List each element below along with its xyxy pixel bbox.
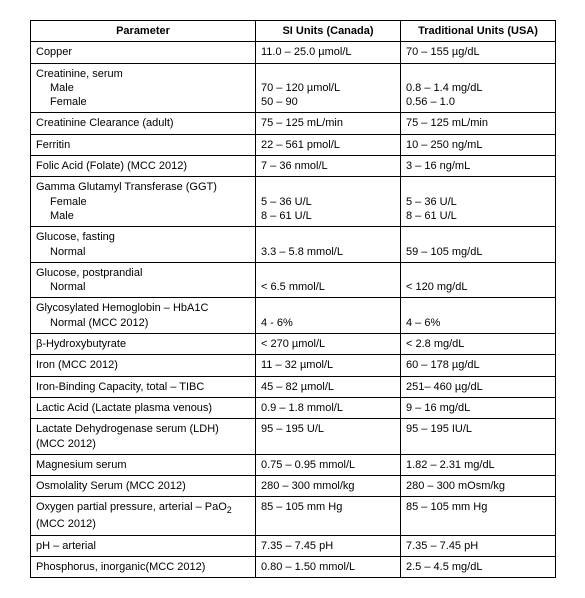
cell-si: 0.80 – 1.50 mmol/L (256, 556, 401, 577)
cell-parameter: Folic Acid (Folate) (MCC 2012) (31, 156, 256, 177)
cell-si: 70 – 120 µmol/L50 – 90 (256, 63, 401, 113)
cell-si: 3.3 – 5.8 mmol/L (256, 227, 401, 263)
cell-us: 85 – 105 mm Hg (401, 497, 556, 535)
cell-parameter: Glycosylated Hemoglobin – HbA1CNormal (M… (31, 298, 256, 334)
table-body: Copper11.0 – 25.0 µmol/L70 – 155 µg/dLCr… (31, 42, 556, 578)
table-row: Creatinine Clearance (adult)75 – 125 mL/… (31, 113, 556, 134)
cell-us: 1.82 – 2.31 mg/dL (401, 454, 556, 475)
cell-parameter: Glucose, fastingNormal (31, 227, 256, 263)
cell-us: 7.35 – 7.45 pH (401, 535, 556, 556)
table-row: Copper11.0 – 25.0 µmol/L70 – 155 µg/dL (31, 42, 556, 63)
cell-parameter: Magnesium serum (31, 454, 256, 475)
cell-us: 4 – 6% (401, 298, 556, 334)
table-row: Lactic Acid (Lactate plasma venous)0.9 –… (31, 397, 556, 418)
cell-us: 251– 460 µg/dL (401, 376, 556, 397)
cell-us: 10 – 250 ng/mL (401, 134, 556, 155)
cell-si: 7 – 36 nmol/L (256, 156, 401, 177)
cell-si: < 270 µmol/L (256, 334, 401, 355)
cell-us: 59 – 105 mg/dL (401, 227, 556, 263)
cell-si: 5 – 36 U/L8 – 61 U/L (256, 177, 401, 227)
cell-si: 11.0 – 25.0 µmol/L (256, 42, 401, 63)
table-row: Osmolality Serum (MCC 2012)280 – 300 mmo… (31, 476, 556, 497)
cell-parameter: Osmolality Serum (MCC 2012) (31, 476, 256, 497)
cell-parameter: Creatinine Clearance (adult) (31, 113, 256, 134)
cell-us: 75 – 125 mL/min (401, 113, 556, 134)
cell-parameter: Glucose, postprandialNormal (31, 262, 256, 298)
cell-us: < 2.8 mg/dL (401, 334, 556, 355)
cell-si: 7.35 – 7.45 pH (256, 535, 401, 556)
table-row: Folic Acid (Folate) (MCC 2012)7 – 36 nmo… (31, 156, 556, 177)
cell-parameter: Gamma Glutamyl Transferase (GGT)FemaleMa… (31, 177, 256, 227)
cell-us: 9 – 16 mg/dL (401, 397, 556, 418)
cell-us: 280 – 300 mOsm/kg (401, 476, 556, 497)
cell-us: 70 – 155 µg/dL (401, 42, 556, 63)
table-row: β-Hydroxybutyrate< 270 µmol/L< 2.8 mg/dL (31, 334, 556, 355)
cell-parameter: Iron-Binding Capacity, total – TIBC (31, 376, 256, 397)
cell-si: 22 – 561 pmol/L (256, 134, 401, 155)
cell-si: 85 – 105 mm Hg (256, 497, 401, 535)
table-row: Oxygen partial pressure, arterial – PaO2… (31, 497, 556, 535)
table-row: Glucose, fastingNormal3.3 – 5.8 mmol/L59… (31, 227, 556, 263)
cell-parameter: Oxygen partial pressure, arterial – PaO2… (31, 497, 256, 535)
cell-si: 75 – 125 mL/min (256, 113, 401, 134)
col-header-parameter: Parameter (31, 21, 256, 42)
table-row: Iron (MCC 2012)11 – 32 µmol/L60 – 178 µg… (31, 355, 556, 376)
col-header-si: SI Units (Canada) (256, 21, 401, 42)
table-row: Creatinine, serumMaleFemale70 – 120 µmol… (31, 63, 556, 113)
cell-us: < 120 mg/dL (401, 262, 556, 298)
cell-us: 60 – 178 µg/dL (401, 355, 556, 376)
cell-si: < 6.5 mmol/L (256, 262, 401, 298)
cell-si: 0.75 – 0.95 mmol/L (256, 454, 401, 475)
cell-parameter: Creatinine, serumMaleFemale (31, 63, 256, 113)
table-row: Glucose, postprandialNormal< 6.5 mmol/L<… (31, 262, 556, 298)
cell-parameter: Ferritin (31, 134, 256, 155)
table-row: Gamma Glutamyl Transferase (GGT)FemaleMa… (31, 177, 556, 227)
cell-parameter: Lactate Dehydrogenase serum (LDH) (MCC 2… (31, 419, 256, 455)
table-header-row: Parameter SI Units (Canada) Traditional … (31, 21, 556, 42)
cell-si: 280 – 300 mmol/kg (256, 476, 401, 497)
cell-si: 95 – 195 U/L (256, 419, 401, 455)
table-row: Iron-Binding Capacity, total – TIBC45 – … (31, 376, 556, 397)
cell-si: 45 – 82 µmol/L (256, 376, 401, 397)
table-row: Magnesium serum0.75 – 0.95 mmol/L1.82 – … (31, 454, 556, 475)
cell-si: 4 - 6% (256, 298, 401, 334)
cell-si: 11 – 32 µmol/L (256, 355, 401, 376)
reference-ranges-table: Parameter SI Units (Canada) Traditional … (30, 20, 556, 578)
table-row: Phosphorus, inorganic(MCC 2012)0.80 – 1.… (31, 556, 556, 577)
cell-parameter: Lactic Acid (Lactate plasma venous) (31, 397, 256, 418)
cell-us: 0.8 – 1.4 mg/dL0.56 – 1.0 (401, 63, 556, 113)
cell-parameter: Iron (MCC 2012) (31, 355, 256, 376)
cell-us: 95 – 195 IU/L (401, 419, 556, 455)
table-row: Glycosylated Hemoglobin – HbA1CNormal (M… (31, 298, 556, 334)
cell-parameter: β-Hydroxybutyrate (31, 334, 256, 355)
table-row: Ferritin22 – 561 pmol/L10 – 250 ng/mL (31, 134, 556, 155)
col-header-us: Traditional Units (USA) (401, 21, 556, 42)
cell-parameter: Copper (31, 42, 256, 63)
cell-us: 5 – 36 U/L8 – 61 U/L (401, 177, 556, 227)
cell-us: 3 – 16 ng/mL (401, 156, 556, 177)
cell-parameter: pH – arterial (31, 535, 256, 556)
cell-si: 0.9 – 1.8 mmol/L (256, 397, 401, 418)
table-row: pH – arterial7.35 – 7.45 pH7.35 – 7.45 p… (31, 535, 556, 556)
cell-parameter: Phosphorus, inorganic(MCC 2012) (31, 556, 256, 577)
table-row: Lactate Dehydrogenase serum (LDH) (MCC 2… (31, 419, 556, 455)
cell-us: 2.5 – 4.5 mg/dL (401, 556, 556, 577)
